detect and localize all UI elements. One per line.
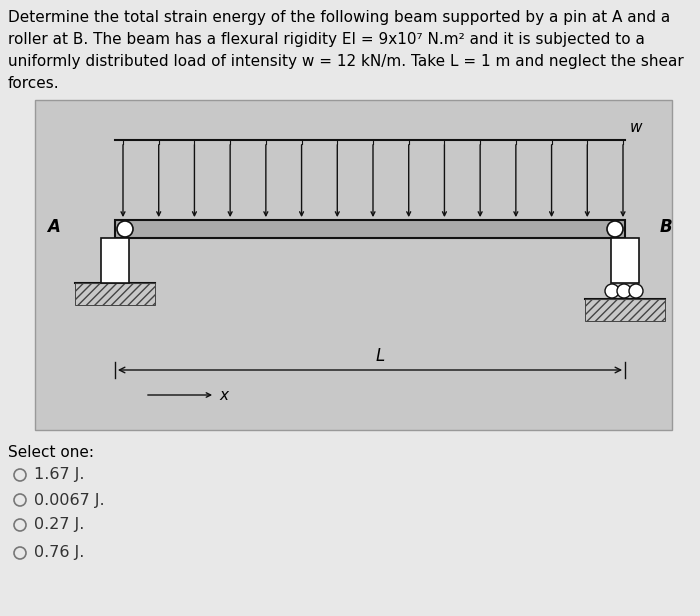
Bar (101, 238, 129, 283)
Bar (585, 299, 665, 321)
Text: roller at B. The beam has a flexural rigidity EI = 9x10⁷ N.m² and it is subjecte: roller at B. The beam has a flexural rig… (8, 32, 645, 47)
Text: 0.76 J.: 0.76 J. (34, 546, 85, 561)
Bar (75, 283, 155, 305)
Circle shape (605, 284, 619, 298)
Text: x: x (219, 387, 228, 402)
Text: Select one:: Select one: (8, 445, 94, 460)
Text: 0.27 J.: 0.27 J. (34, 517, 85, 532)
Circle shape (607, 221, 623, 237)
Text: 1.67 J.: 1.67 J. (34, 468, 85, 482)
Text: forces.: forces. (8, 76, 60, 91)
Bar (611, 238, 639, 283)
Text: w: w (630, 120, 643, 135)
Text: Determine the total strain energy of the following beam supported by a pin at A : Determine the total strain energy of the… (8, 10, 671, 25)
Bar (115, 220, 625, 238)
Text: B: B (660, 218, 673, 236)
Text: 0.0067 J.: 0.0067 J. (34, 493, 104, 508)
Text: A: A (47, 218, 60, 236)
Circle shape (117, 221, 133, 237)
Circle shape (629, 284, 643, 298)
Text: L: L (375, 347, 384, 365)
Text: uniformly distributed load of intensity w = 12 kN/m. Take L = 1 m and neglect th: uniformly distributed load of intensity … (8, 54, 684, 69)
Circle shape (617, 284, 631, 298)
Bar (35, 100, 672, 430)
